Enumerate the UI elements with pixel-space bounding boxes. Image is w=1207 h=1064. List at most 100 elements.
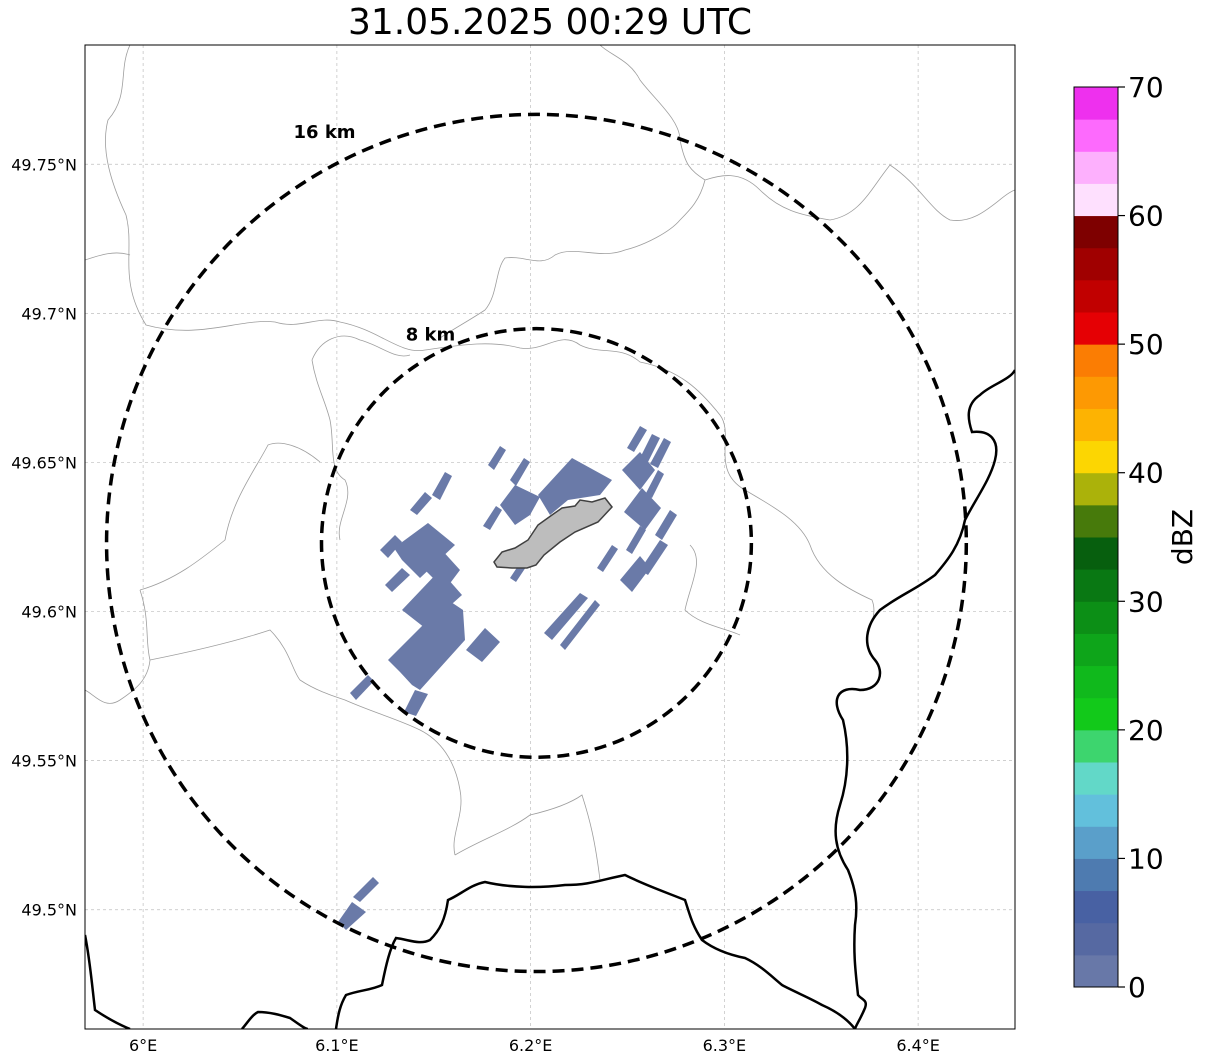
admin-boundary xyxy=(311,359,349,541)
echo-cell xyxy=(353,877,379,902)
echo-cell xyxy=(627,426,647,452)
colorbar-tick-label: 10 xyxy=(1128,842,1164,875)
colorbar-segment xyxy=(1074,954,1118,988)
echo-cell xyxy=(404,690,428,716)
x-tick-label: 6.3°E xyxy=(703,1036,747,1055)
echo-cell xyxy=(620,556,650,592)
admin-boundary xyxy=(454,794,601,881)
echo-cell xyxy=(500,485,540,525)
echo-cell xyxy=(544,593,588,640)
admin-boundaries xyxy=(85,45,1015,881)
echo-cell xyxy=(626,526,646,554)
national-border xyxy=(85,934,131,1029)
admin-boundary xyxy=(149,629,462,856)
colorbar-segment xyxy=(1074,344,1118,377)
y-axis-ticks: 49.5°N 49.55°N 49.6°N 49.65°N 49.7°N 49.75°N xyxy=(11,155,77,919)
range-ring-label: 8 km xyxy=(406,325,456,346)
colorbar-segment xyxy=(1074,504,1118,538)
city-area xyxy=(493,497,613,569)
y-tick-label: 49.65°N xyxy=(11,453,77,472)
colorbar-segment xyxy=(1074,890,1118,924)
echo-cell xyxy=(645,470,664,498)
x-axis-ticks: 6°E 6.1°E 6.2°E 6.3°E 6.4°E xyxy=(129,1036,940,1055)
echo-cell xyxy=(560,600,600,650)
echo-cell xyxy=(338,902,366,930)
echo-cell xyxy=(624,488,661,530)
colorbar-segment xyxy=(1074,697,1118,731)
admin-boundary xyxy=(85,589,151,704)
colorbar-tick-label: 20 xyxy=(1128,714,1164,747)
colorbar-segment xyxy=(1074,858,1118,892)
colorbar-segment xyxy=(1074,729,1118,763)
x-tick-label: 6°E xyxy=(129,1036,157,1055)
echo-cell xyxy=(420,548,460,590)
gridlines xyxy=(85,45,1015,1029)
colorbar-segment xyxy=(1074,922,1118,956)
colorbar-segment xyxy=(1074,215,1118,249)
range-rings xyxy=(104,112,969,974)
echo-cell xyxy=(640,434,660,462)
map-title: 31.05.2025 00:29 UTC xyxy=(347,2,753,43)
colorbar-segment xyxy=(1074,826,1118,859)
colorbar-segment xyxy=(1074,119,1118,152)
echo-cell xyxy=(394,523,455,578)
echo-cell xyxy=(466,628,500,662)
colorbar-segment xyxy=(1074,376,1118,409)
national-border xyxy=(241,1010,309,1029)
x-tick-label: 6.4°E xyxy=(896,1036,940,1055)
y-tick-label: 49.55°N xyxy=(11,752,77,771)
colorbar-segment xyxy=(1074,537,1118,570)
colorbar-segment xyxy=(1074,87,1118,120)
echo-cell xyxy=(640,540,668,575)
colorbar-tick-label: 40 xyxy=(1128,457,1164,490)
echo-cell xyxy=(350,675,374,700)
national-border xyxy=(834,369,1015,1029)
admin-boundary xyxy=(311,335,411,361)
colorbar-tick-label: 30 xyxy=(1128,585,1164,618)
colorbar-segment xyxy=(1074,472,1118,506)
colorbar-segment xyxy=(1074,279,1118,313)
echo-cell xyxy=(650,438,671,468)
echo-cell xyxy=(488,446,506,470)
colorbar: 0 10 20 30 40 50 60 70 dBZ xyxy=(1073,71,1199,1004)
y-tick-label: 49.75°N xyxy=(11,155,77,174)
echo-cell xyxy=(597,545,618,572)
national-border xyxy=(334,873,856,1029)
range-ring-16km xyxy=(104,112,969,974)
colorbar-segment xyxy=(1074,183,1118,217)
radar-echoes xyxy=(338,426,677,930)
echo-cell xyxy=(510,458,530,486)
national-borders xyxy=(85,369,1015,1029)
admin-boundary xyxy=(599,45,1015,221)
colorbar-segment xyxy=(1074,569,1118,602)
y-tick-label: 49.7°N xyxy=(21,304,77,323)
colorbar-tick-label: 70 xyxy=(1128,71,1164,104)
range-ring-label: 16 km xyxy=(294,122,356,143)
echo-cell xyxy=(622,452,655,490)
colorbar-segment xyxy=(1074,665,1118,699)
echo-cell xyxy=(538,458,612,515)
admin-boundary xyxy=(85,252,131,261)
echo-cell xyxy=(380,535,402,558)
echo-cell xyxy=(388,600,465,690)
y-tick-label: 49.6°N xyxy=(21,603,77,622)
admin-boundary xyxy=(684,544,741,636)
colorbar-frame xyxy=(1073,86,1119,988)
colorbar-segment xyxy=(1074,312,1118,345)
admin-boundary xyxy=(439,179,706,339)
echo-cell xyxy=(410,492,432,515)
x-tick-label: 6.1°E xyxy=(315,1036,359,1055)
y-tick-label: 49.5°N xyxy=(21,901,77,920)
colorbar-segment xyxy=(1074,794,1118,827)
colorbar-segment xyxy=(1074,762,1118,795)
colorbar-segment xyxy=(1074,633,1118,667)
x-tick-label: 6.2°E xyxy=(509,1036,553,1055)
admin-boundary xyxy=(105,45,875,656)
colorbar-tick-label: 60 xyxy=(1128,200,1164,233)
range-ring-8km xyxy=(319,326,754,760)
colorbar-tick-label: 0 xyxy=(1128,971,1146,1004)
echo-cell xyxy=(432,472,452,500)
colorbar-segment xyxy=(1074,151,1118,184)
colorbar-segment xyxy=(1074,247,1118,281)
